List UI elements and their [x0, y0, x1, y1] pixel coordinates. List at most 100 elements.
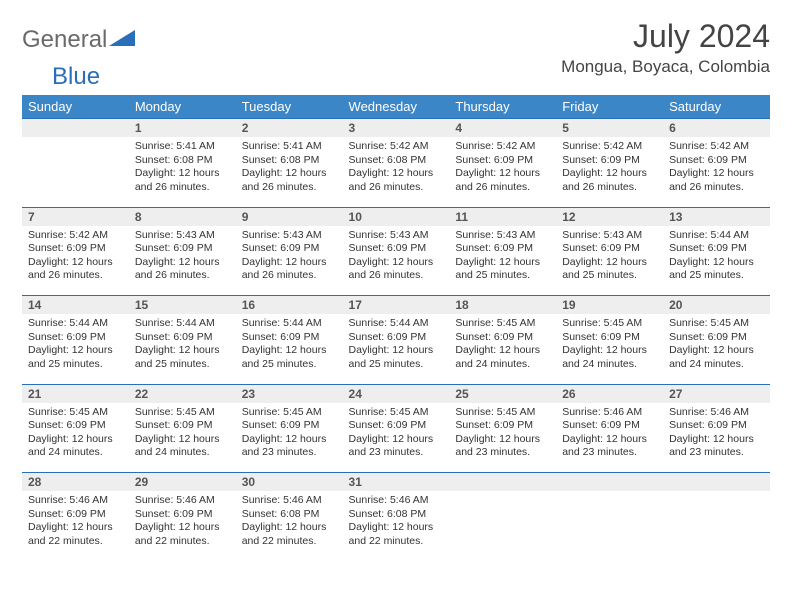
day2-text: and 26 minutes.	[242, 269, 337, 283]
sunrise-text: Sunrise: 5:42 AM	[455, 140, 550, 154]
day2-text: and 26 minutes.	[455, 181, 550, 195]
day-content-cell: Sunrise: 5:46 AMSunset: 6:09 PMDaylight:…	[22, 491, 129, 561]
day-number-cell: 5	[556, 119, 663, 138]
day1-text: Daylight: 12 hours	[135, 433, 230, 447]
day2-text: and 26 minutes.	[135, 181, 230, 195]
day-number-cell	[663, 473, 770, 492]
day-number-cell	[22, 119, 129, 138]
sunrise-text: Sunrise: 5:46 AM	[242, 494, 337, 508]
sunset-text: Sunset: 6:08 PM	[242, 154, 337, 168]
day1-text: Daylight: 12 hours	[349, 167, 444, 181]
day1-text: Daylight: 12 hours	[562, 167, 657, 181]
sunset-text: Sunset: 6:09 PM	[28, 242, 123, 256]
weekday-header-row: Sunday Monday Tuesday Wednesday Thursday…	[22, 95, 770, 119]
day-content-cell: Sunrise: 5:43 AMSunset: 6:09 PMDaylight:…	[556, 226, 663, 296]
sunset-text: Sunset: 6:09 PM	[135, 419, 230, 433]
day-content-cell: Sunrise: 5:42 AMSunset: 6:09 PMDaylight:…	[449, 137, 556, 207]
day-content-cell: Sunrise: 5:45 AMSunset: 6:09 PMDaylight:…	[663, 314, 770, 384]
day1-text: Daylight: 12 hours	[242, 167, 337, 181]
day1-text: Daylight: 12 hours	[135, 344, 230, 358]
day-content-cell: Sunrise: 5:44 AMSunset: 6:09 PMDaylight:…	[236, 314, 343, 384]
sunrise-text: Sunrise: 5:43 AM	[455, 229, 550, 243]
day1-text: Daylight: 12 hours	[242, 256, 337, 270]
sunset-text: Sunset: 6:09 PM	[28, 331, 123, 345]
day-content-cell: Sunrise: 5:45 AMSunset: 6:09 PMDaylight:…	[343, 403, 450, 473]
day1-text: Daylight: 12 hours	[242, 433, 337, 447]
day2-text: and 26 minutes.	[349, 181, 444, 195]
sunrise-text: Sunrise: 5:45 AM	[135, 406, 230, 420]
sunrise-text: Sunrise: 5:46 AM	[28, 494, 123, 508]
day-content-cell: Sunrise: 5:46 AMSunset: 6:08 PMDaylight:…	[236, 491, 343, 561]
sunrise-text: Sunrise: 5:46 AM	[669, 406, 764, 420]
day-number-cell: 25	[449, 384, 556, 403]
day2-text: and 24 minutes.	[135, 446, 230, 460]
sunrise-text: Sunrise: 5:46 AM	[135, 494, 230, 508]
day-content-cell: Sunrise: 5:43 AMSunset: 6:09 PMDaylight:…	[343, 226, 450, 296]
sunrise-text: Sunrise: 5:44 AM	[242, 317, 337, 331]
day2-text: and 25 minutes.	[135, 358, 230, 372]
day-number-row: 21222324252627	[22, 384, 770, 403]
day-content-cell: Sunrise: 5:41 AMSunset: 6:08 PMDaylight:…	[236, 137, 343, 207]
day-content-cell	[556, 491, 663, 561]
logo: General	[22, 18, 137, 54]
day2-text: and 24 minutes.	[669, 358, 764, 372]
day2-text: and 26 minutes.	[562, 181, 657, 195]
sunset-text: Sunset: 6:09 PM	[455, 154, 550, 168]
day2-text: and 23 minutes.	[669, 446, 764, 460]
day2-text: and 25 minutes.	[242, 358, 337, 372]
day2-text: and 24 minutes.	[562, 358, 657, 372]
day1-text: Daylight: 12 hours	[455, 433, 550, 447]
day1-text: Daylight: 12 hours	[28, 433, 123, 447]
weekday-header: Monday	[129, 95, 236, 119]
day-number-cell: 30	[236, 473, 343, 492]
day-content-cell: Sunrise: 5:44 AMSunset: 6:09 PMDaylight:…	[343, 314, 450, 384]
day1-text: Daylight: 12 hours	[455, 167, 550, 181]
day1-text: Daylight: 12 hours	[135, 521, 230, 535]
day-content-row: Sunrise: 5:44 AMSunset: 6:09 PMDaylight:…	[22, 314, 770, 384]
day-number-cell: 1	[129, 119, 236, 138]
sunrise-text: Sunrise: 5:44 AM	[28, 317, 123, 331]
day-number-cell: 20	[663, 296, 770, 315]
day2-text: and 23 minutes.	[349, 446, 444, 460]
sunset-text: Sunset: 6:09 PM	[455, 242, 550, 256]
day1-text: Daylight: 12 hours	[135, 256, 230, 270]
weekday-header: Saturday	[663, 95, 770, 119]
sunrise-text: Sunrise: 5:45 AM	[455, 317, 550, 331]
sunset-text: Sunset: 6:09 PM	[562, 154, 657, 168]
day1-text: Daylight: 12 hours	[349, 521, 444, 535]
day-content-cell: Sunrise: 5:43 AMSunset: 6:09 PMDaylight:…	[129, 226, 236, 296]
day2-text: and 22 minutes.	[28, 535, 123, 549]
sunrise-text: Sunrise: 5:44 AM	[135, 317, 230, 331]
day-content-cell	[22, 137, 129, 207]
day2-text: and 22 minutes.	[349, 535, 444, 549]
day1-text: Daylight: 12 hours	[455, 256, 550, 270]
day2-text: and 23 minutes.	[242, 446, 337, 460]
sunset-text: Sunset: 6:09 PM	[349, 242, 444, 256]
day2-text: and 25 minutes.	[28, 358, 123, 372]
day-content-cell	[663, 491, 770, 561]
sunset-text: Sunset: 6:09 PM	[455, 331, 550, 345]
day-content-row: Sunrise: 5:41 AMSunset: 6:08 PMDaylight:…	[22, 137, 770, 207]
sunrise-text: Sunrise: 5:45 AM	[242, 406, 337, 420]
day-content-cell: Sunrise: 5:42 AMSunset: 6:09 PMDaylight:…	[22, 226, 129, 296]
day-number-cell: 24	[343, 384, 450, 403]
day2-text: and 25 minutes.	[562, 269, 657, 283]
sunset-text: Sunset: 6:09 PM	[669, 331, 764, 345]
day-content-cell: Sunrise: 5:46 AMSunset: 6:09 PMDaylight:…	[556, 403, 663, 473]
sunset-text: Sunset: 6:09 PM	[349, 419, 444, 433]
sunrise-text: Sunrise: 5:42 AM	[669, 140, 764, 154]
day-content-cell: Sunrise: 5:44 AMSunset: 6:09 PMDaylight:…	[22, 314, 129, 384]
sunset-text: Sunset: 6:08 PM	[135, 154, 230, 168]
day1-text: Daylight: 12 hours	[455, 344, 550, 358]
day-content-cell: Sunrise: 5:43 AMSunset: 6:09 PMDaylight:…	[449, 226, 556, 296]
day-content-cell: Sunrise: 5:42 AMSunset: 6:09 PMDaylight:…	[556, 137, 663, 207]
day-content-row: Sunrise: 5:46 AMSunset: 6:09 PMDaylight:…	[22, 491, 770, 561]
day-content-cell: Sunrise: 5:44 AMSunset: 6:09 PMDaylight:…	[663, 226, 770, 296]
sunset-text: Sunset: 6:09 PM	[242, 331, 337, 345]
day-content-row: Sunrise: 5:45 AMSunset: 6:09 PMDaylight:…	[22, 403, 770, 473]
sunrise-text: Sunrise: 5:42 AM	[349, 140, 444, 154]
sunrise-text: Sunrise: 5:46 AM	[562, 406, 657, 420]
day-number-row: 14151617181920	[22, 296, 770, 315]
day-content-cell: Sunrise: 5:43 AMSunset: 6:09 PMDaylight:…	[236, 226, 343, 296]
day-number-cell	[449, 473, 556, 492]
